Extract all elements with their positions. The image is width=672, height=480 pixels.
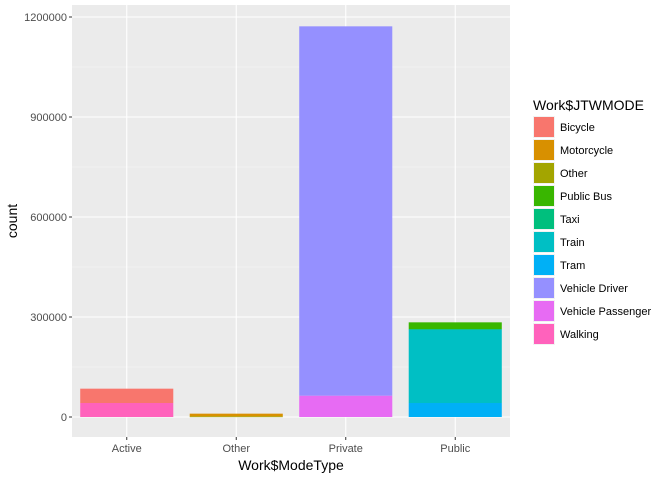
- legend-label: Train: [560, 237, 585, 249]
- legend: Work$JTWMODE Bicycle Motorcycle Other Publi…: [533, 97, 651, 345]
- x-tick-label: Private: [329, 443, 363, 455]
- bar-segment: [80, 403, 174, 417]
- bar-segment: [299, 26, 393, 396]
- y-tick-label: 1200000: [24, 12, 67, 24]
- legend-label: Public Bus: [560, 191, 612, 203]
- bars: [80, 26, 502, 418]
- x-tick-label: Public: [440, 443, 470, 455]
- y-tick-label: 900000: [30, 112, 67, 124]
- x-axis: Active Other Private Public: [112, 437, 471, 455]
- bar-segment: [408, 329, 502, 403]
- legend-swatch: [534, 301, 554, 321]
- bar-segment: [408, 403, 502, 417]
- x-tick-label: Active: [112, 443, 142, 455]
- y-tick-label: 300000: [30, 312, 67, 324]
- legend-label: Vehicle Driver: [560, 283, 628, 295]
- legend-swatch: [534, 209, 554, 229]
- y-axis: 0 300000 600000 900000 1200000: [24, 12, 72, 424]
- legend-swatch: [534, 232, 554, 252]
- legend-label: Walking: [560, 329, 599, 341]
- grid: [72, 5, 510, 437]
- bar-segment: [408, 322, 502, 329]
- legend-label: Vehicle Passenger: [560, 306, 651, 318]
- legend-swatch: [534, 255, 554, 275]
- y-tick-label: 600000: [30, 212, 67, 224]
- legend-label: Bicycle: [560, 122, 595, 134]
- bar-segment: [299, 395, 393, 417]
- x-axis-title: Work$ModeType: [238, 457, 344, 473]
- legend-label: Taxi: [560, 214, 580, 226]
- legend-swatch: [534, 117, 554, 137]
- legend-label: Tram: [560, 260, 585, 272]
- x-tick-label: Other: [222, 443, 250, 455]
- bar-segment: [408, 329, 502, 330]
- bar-segment: [189, 413, 283, 417]
- legend-swatch: [534, 186, 554, 206]
- legend-label: Other: [560, 168, 588, 180]
- legend-swatch: [534, 140, 554, 160]
- legend-swatch: [534, 163, 554, 183]
- legend-label: Motorcycle: [560, 145, 613, 157]
- y-axis-title: count: [4, 204, 20, 238]
- bar-segment: [189, 416, 283, 418]
- legend-swatch: [534, 278, 554, 298]
- y-tick-label: 0: [61, 412, 67, 424]
- legend-swatch: [534, 324, 554, 344]
- bar-segment: [80, 388, 174, 403]
- legend-title: Work$JTWMODE: [533, 97, 644, 113]
